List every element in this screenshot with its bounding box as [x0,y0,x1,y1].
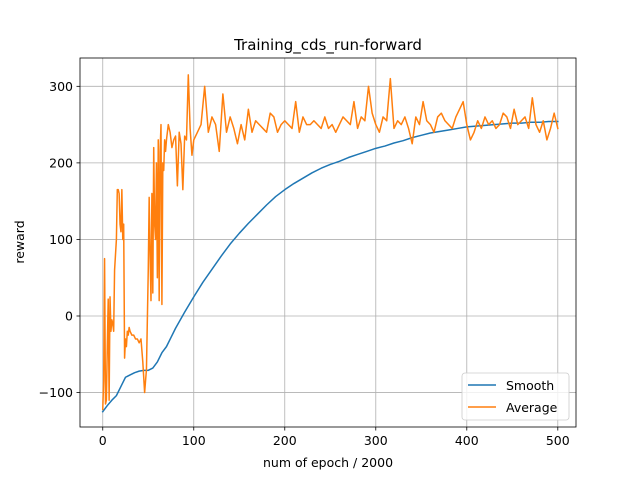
y-tick-label: 0 [65,308,73,323]
y-tick-label: 100 [49,232,73,247]
y-tick-label: 200 [49,155,73,170]
x-axis-label: num of epoch / 2000 [263,455,393,470]
y-tick-label: −100 [39,385,73,400]
x-tick-label: 0 [99,433,107,448]
y-axis-label: reward [12,220,27,263]
y-axis-ticks: −100 0 100 200 300 [39,79,80,400]
chart-title: Training_cds_run-forward [233,36,422,55]
x-axis-ticks: 0 100 200 300 400 500 [99,427,570,448]
x-tick-label: 400 [455,433,479,448]
x-tick-label: 300 [364,433,388,448]
series-layer [101,74,559,413]
plot-frame [79,57,577,428]
x-tick-label: 200 [273,433,297,448]
x-tick-label: 100 [182,433,206,448]
y-tick-label: 300 [49,79,73,94]
x-tick-label: 500 [546,433,570,448]
series-line-average [101,74,559,411]
legend-label-average: Average [506,400,558,415]
legend-label-smooth: Smooth [506,378,554,393]
legend: Smooth Average [461,372,570,421]
